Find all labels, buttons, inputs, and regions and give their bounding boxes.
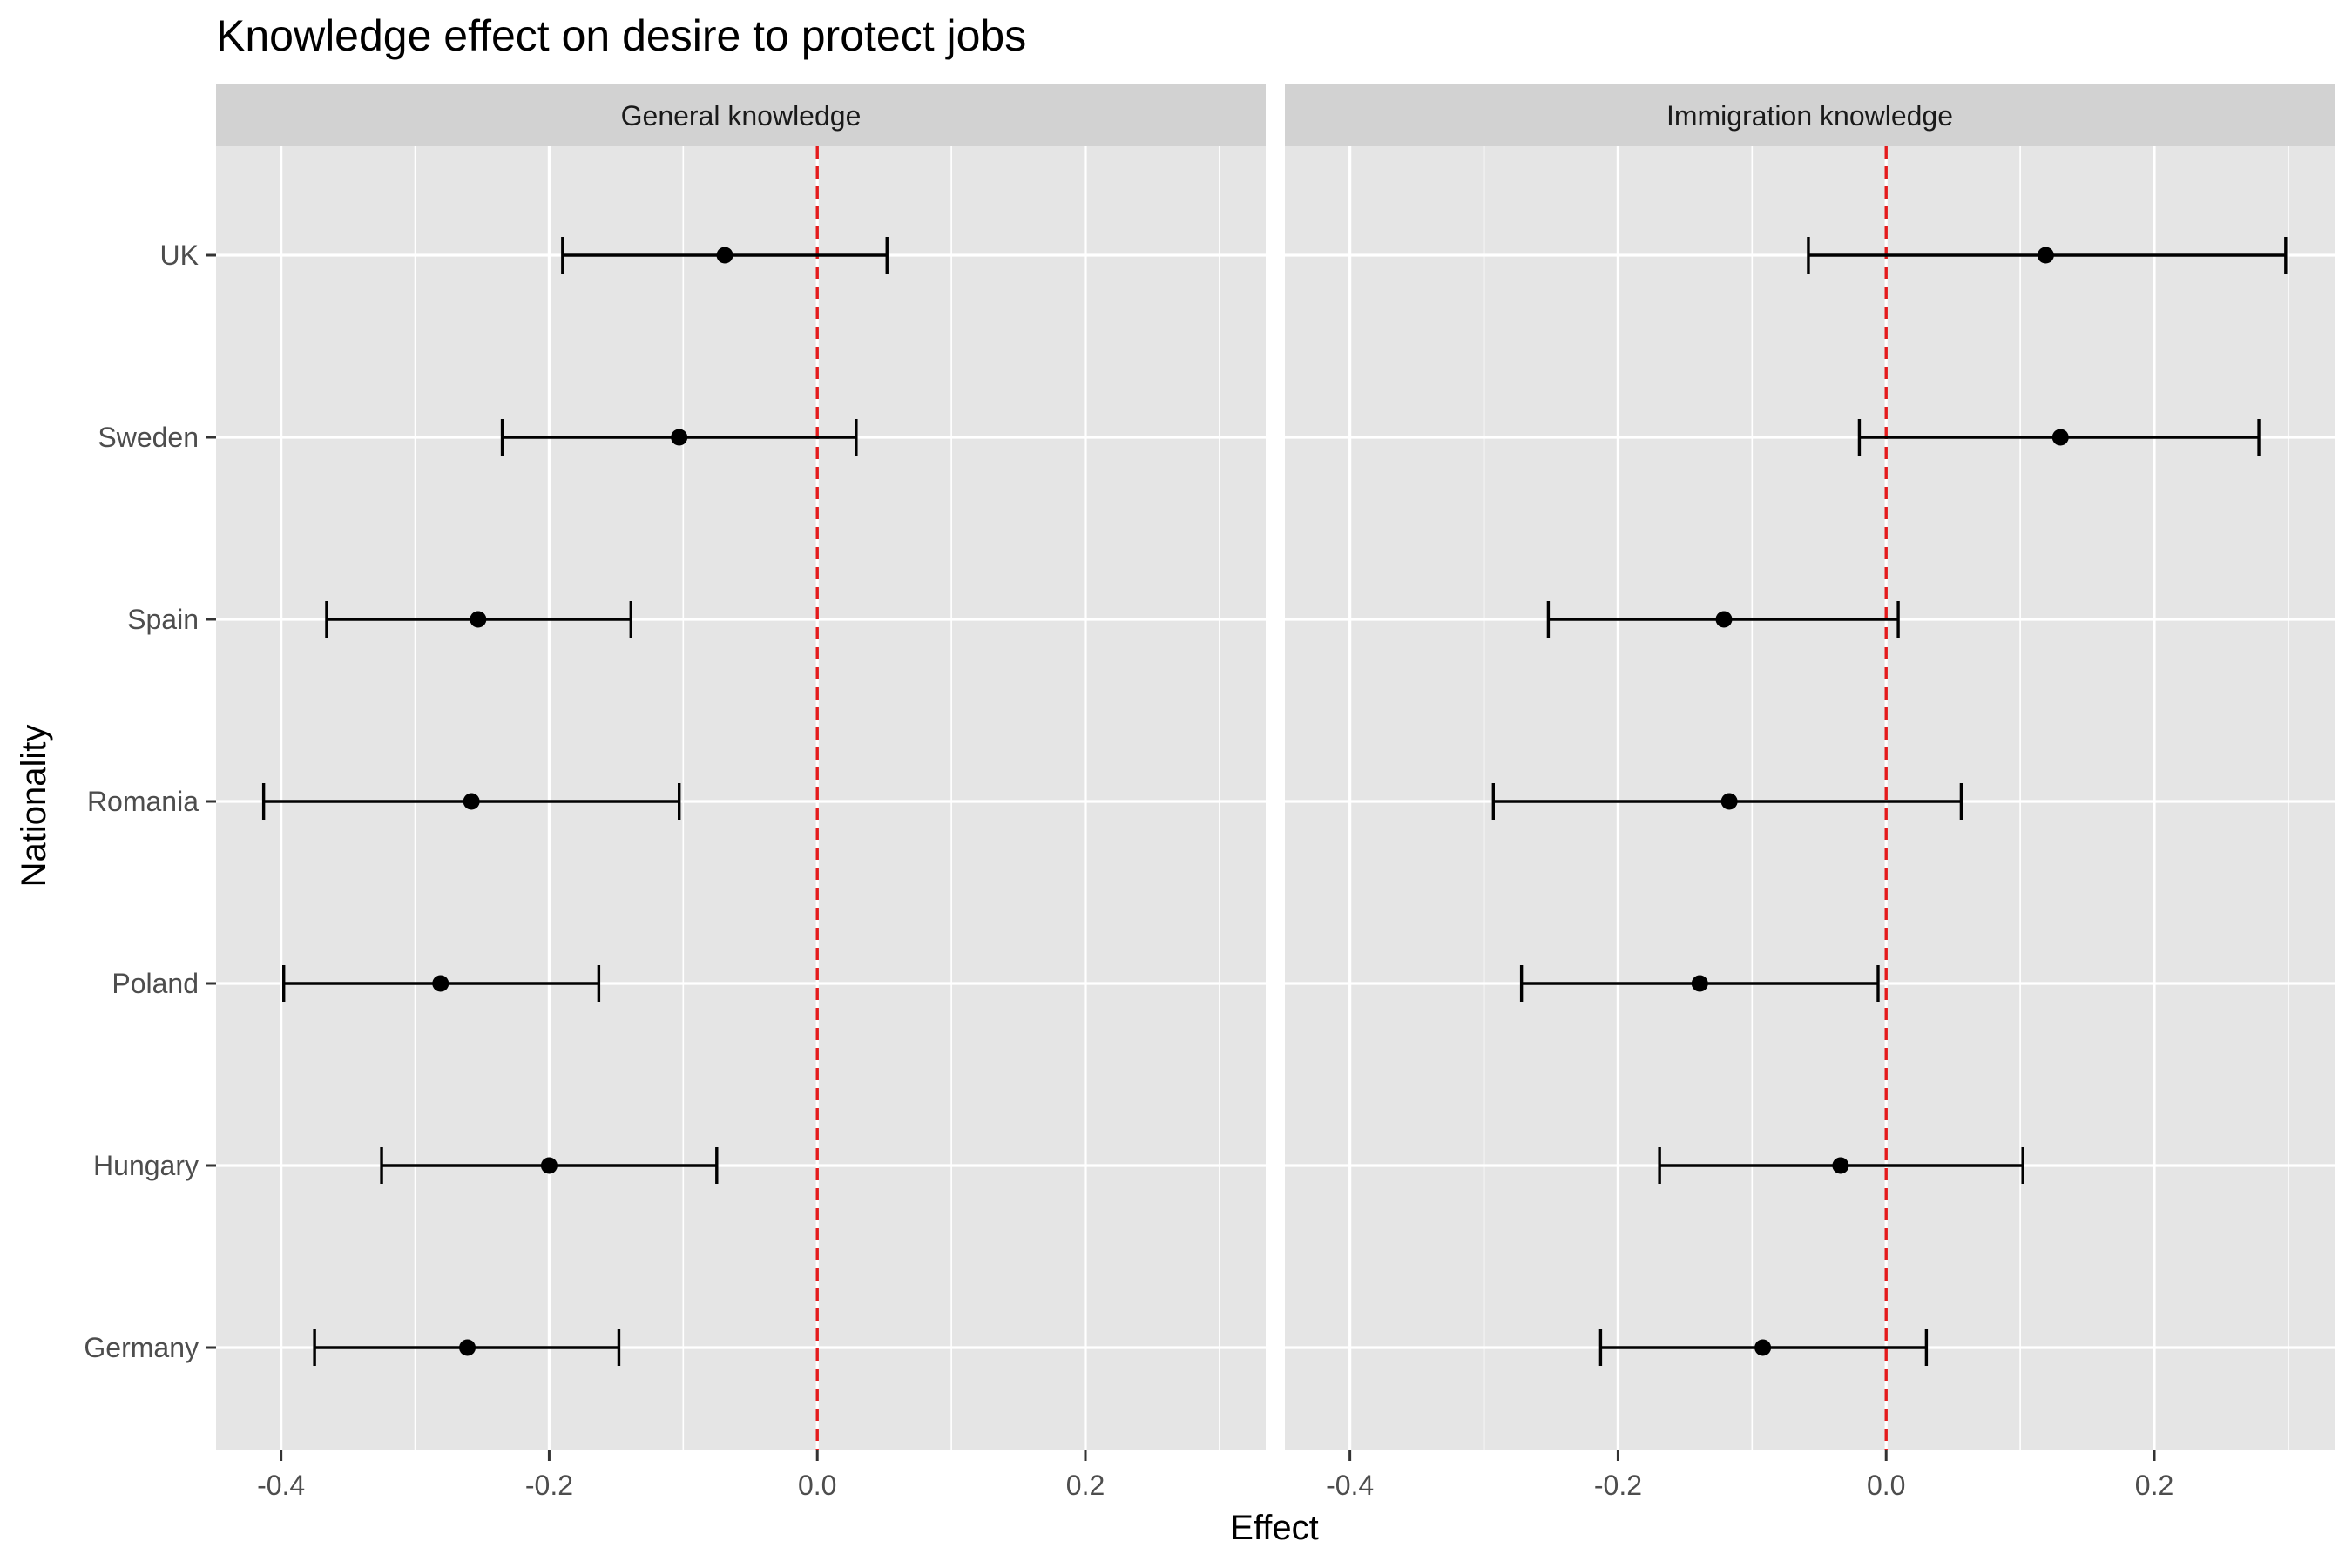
panel-strip [1285, 84, 2335, 146]
estimate-point [716, 247, 733, 264]
estimate-point [459, 1339, 476, 1356]
panel-strip-label: General knowledge [621, 100, 862, 132]
x-tick-label: -0.4 [257, 1470, 305, 1501]
errorbar [1546, 601, 1900, 638]
y-tick-label: Poland [112, 968, 199, 999]
x-tick-label: -0.4 [1326, 1470, 1374, 1501]
errorbar [1857, 419, 2261, 456]
panel-1: General knowledge -0.4 -0.2 0.0 0.2 [216, 84, 1266, 1501]
errorbar [282, 965, 601, 1002]
estimate-point [470, 611, 487, 628]
estimate-point [2051, 429, 2069, 446]
errorbar [1491, 783, 1963, 820]
panel-2: Immigration knowledge -0.4 -0.2 0.0 0.2 [1285, 84, 2335, 1501]
errorbar [1658, 1147, 2024, 1184]
panel-background [1285, 146, 2335, 1450]
y-tick-label: Sweden [98, 422, 199, 453]
y-tick-label: Hungary [93, 1150, 199, 1181]
estimate-point [540, 1157, 558, 1174]
errorbar [1519, 965, 1880, 1002]
panels: General knowledge-0.4 -0.2 0.0 0.2Immigrati… [216, 84, 2335, 1501]
x-tick-label: -0.2 [525, 1470, 573, 1501]
estimate-point [1715, 611, 1733, 628]
y-axis-title: Nationality [15, 725, 53, 888]
errorbar [325, 601, 633, 638]
estimate-point [1691, 975, 1708, 992]
x-tick-label: 0.2 [2135, 1470, 2173, 1501]
errorbar [261, 783, 681, 820]
panel-background [216, 146, 1266, 1450]
panel-strip-label: Immigration knowledge [1666, 100, 1953, 132]
estimate-point [1754, 1339, 1772, 1356]
estimate-point [1832, 1157, 1849, 1174]
estimate-point [432, 975, 449, 992]
errorbar [500, 419, 858, 456]
errorbar [313, 1329, 621, 1366]
x-tick-label: 0.2 [1066, 1470, 1105, 1501]
y-tick-label: Romania [87, 786, 199, 817]
y-tick-label: Spain [127, 604, 199, 635]
estimate-point [1720, 793, 1738, 810]
y-tick-label: UK [160, 240, 199, 271]
errorbar [561, 237, 889, 274]
y-axis: UK Sweden Spain Romania Poland Hungary Germany [84, 240, 216, 1363]
panel-strip [216, 84, 1266, 146]
estimate-point [2037, 247, 2054, 264]
estimate-point [671, 429, 688, 446]
x-tick-label: -0.2 [1594, 1470, 1642, 1501]
x-tick-label: 0.0 [1867, 1470, 1905, 1501]
y-tick-label: Germany [84, 1332, 199, 1363]
x-axis-title: Effect [1230, 1509, 1319, 1547]
errorbar [1598, 1329, 1929, 1366]
estimate-point [463, 793, 480, 810]
errorbar [1807, 237, 2288, 274]
chart-title: Knowledge effect on desire to protect jo… [216, 11, 1026, 60]
x-tick-label: 0.0 [798, 1470, 836, 1501]
errorbar [380, 1147, 719, 1184]
